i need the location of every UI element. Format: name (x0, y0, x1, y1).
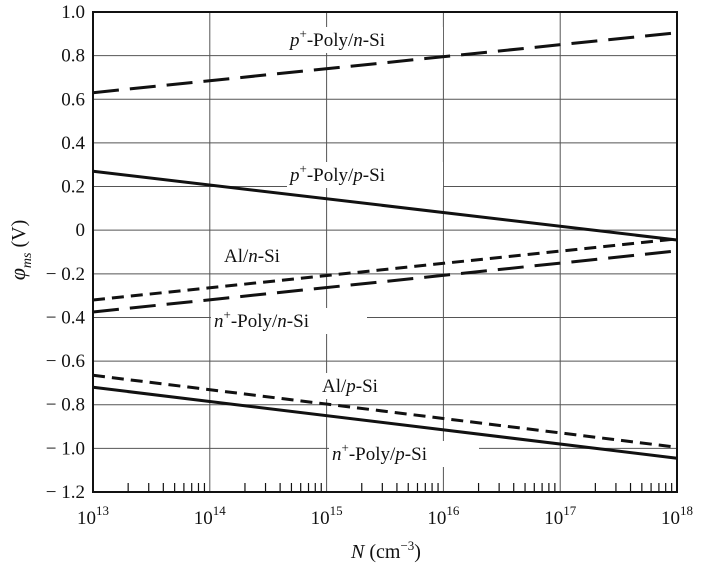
series-line-2 (92, 237, 678, 302)
y-tick-label-4: 0.2 (61, 177, 85, 198)
series-label-bg-3 (211, 308, 367, 334)
y-tick-label-10: − 1.0 (46, 438, 85, 459)
y-tick-labels: 1.0 0.8 0.6 0.4 0.2 0 − 0.2 − 0.4 − 0.6 − 0.8 − 1.… (46, 2, 86, 503)
x-tick-label-1: 1014 (194, 503, 227, 529)
series-line-1 (92, 169, 678, 242)
y-tick-label-8: − 0.6 (46, 351, 85, 372)
series-label-4: Al/p-Si (322, 376, 378, 397)
y-tick-label-6: − 0.2 (46, 264, 85, 285)
y-tick-label-2: 0.6 (61, 89, 85, 110)
series-label-bg-1 (287, 162, 443, 188)
series-label-1: p+-Poly/p-Si (288, 161, 385, 186)
y-tick-label-9: − 0.8 (46, 395, 85, 416)
plot-frame (92, 11, 678, 493)
series-label-bg-5 (329, 441, 479, 467)
svg-text:φms (V): φms (V) (5, 220, 35, 281)
y-tick-label-3: 0.4 (61, 133, 85, 154)
series-line-4 (92, 373, 678, 449)
x-tick-label-3: 1016 (427, 503, 460, 529)
series-label-bg-4 (319, 373, 413, 399)
series-label-5: n+-Poly/p-Si (332, 440, 427, 465)
x-axis-title: N (cm−3) (350, 538, 421, 563)
x-tick-labels: 1013 1014 1015 1016 1017 1018 (77, 503, 693, 529)
series-labels: p+-Poly/n-Si p+-Poly/p-Si Al/n-Si n+-Poly/n… (211, 26, 479, 467)
y-tick-label-5: 0 (76, 220, 86, 241)
y-tick-label-7: − 0.4 (46, 307, 86, 328)
series-label-0: p+-Poly/n-Si (288, 26, 385, 51)
series-line-0 (92, 31, 678, 95)
x-tick-label-2: 1015 (311, 503, 343, 529)
x-tick-label-0: 1013 (77, 503, 109, 529)
series-label-3: n+-Poly/n-Si (214, 307, 309, 332)
series-label-2: Al/n-Si (224, 246, 280, 267)
y-tick-label-11: − 1.2 (46, 482, 85, 503)
series-line-3 (92, 249, 678, 314)
series-label-bg-0 (287, 27, 443, 53)
series-label-bg-2 (221, 243, 313, 269)
series-lines (92, 31, 678, 460)
x-tick-label-5: 1018 (661, 503, 693, 529)
x-tick-label-4: 1017 (544, 503, 577, 529)
y-tick-label-0: 1.0 (61, 2, 85, 23)
series-line-5 (92, 385, 678, 460)
y-tick-label-1: 0.8 (61, 46, 85, 67)
y-axis-title: φms (V) (5, 220, 35, 281)
minor-ticks (127, 483, 673, 492)
